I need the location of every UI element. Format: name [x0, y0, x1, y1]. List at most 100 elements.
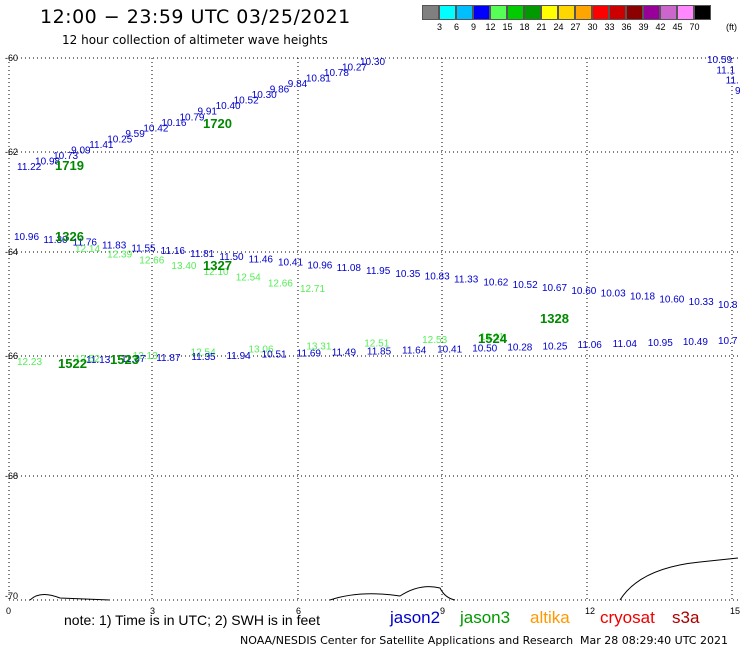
- swh-value: 9.91: [198, 107, 218, 118]
- swh-value: 10.28: [507, 342, 532, 353]
- swh-value: 12.10: [204, 267, 229, 278]
- lat-label: -66: [5, 351, 18, 361]
- swh-value: 10.41: [278, 258, 303, 269]
- swh-value: 10.42: [143, 123, 168, 134]
- lon-label: 0: [6, 606, 11, 616]
- pass-label: 1326: [55, 229, 84, 244]
- color-scale-label: 45: [672, 22, 683, 32]
- credit-text: NOAA/NESDIS Center for Satellite Applica…: [240, 634, 574, 647]
- swh-value: 12.53: [422, 335, 447, 346]
- swh-value: 11.55: [131, 243, 156, 254]
- swh-value: 13.40: [171, 261, 196, 272]
- swh-value: 10.52: [234, 96, 259, 107]
- lat-label: -60: [5, 53, 18, 63]
- color-scale-unit: (ft): [726, 22, 737, 32]
- pass-label: 1524: [478, 331, 508, 346]
- swh-value: 12.54: [236, 273, 261, 284]
- swh-value: 11.69: [297, 349, 322, 360]
- pass-label: 1719: [55, 158, 84, 173]
- swh-value: 10.33: [689, 297, 714, 308]
- swh-value: 10.41: [437, 344, 462, 355]
- color-swatch: [660, 5, 677, 20]
- swh-value: 10.49: [683, 337, 708, 348]
- color-scale-legend: 3 6 9 12 15 18 21 24 27 30 33 36 39 42 45 70 (ft): [422, 5, 737, 32]
- color-scale-label: 42: [655, 22, 666, 32]
- color-swatch: [626, 5, 643, 20]
- swh-value: 11.94: [226, 351, 251, 362]
- lon-label: 15: [730, 606, 740, 616]
- color-swatch: [422, 5, 439, 20]
- color-swatch: [575, 5, 592, 20]
- chart-subtitle: 12 hour collection of altimeter wave hei…: [62, 33, 328, 47]
- swh-value: 12.39: [107, 250, 132, 261]
- swh-value: 11.85: [367, 347, 392, 358]
- color-scale-label: 15: [502, 22, 513, 32]
- color-scale-label: 27: [570, 22, 581, 32]
- swh-value: 10.60: [659, 294, 684, 305]
- color-swatch: [694, 5, 711, 20]
- color-swatch: [507, 5, 524, 20]
- swh-value: 10.59: [707, 55, 732, 66]
- lon-label: 12: [585, 606, 595, 616]
- color-scale-label: 6: [453, 22, 459, 32]
- swh-value: 10.27: [342, 63, 367, 74]
- swh-value: 10.8: [718, 300, 738, 311]
- color-scale-label: 39: [638, 22, 649, 32]
- swh-value: 13.31: [306, 341, 331, 352]
- pass-label: 1720: [203, 116, 232, 131]
- swh-value: 11.41: [89, 140, 114, 151]
- swh-value: 10.73: [53, 151, 78, 162]
- swh-value: 13.06: [249, 345, 274, 356]
- swh-value: 9.84: [288, 79, 308, 90]
- swh-value: 9.09: [71, 145, 91, 156]
- pass-label: 1327: [203, 258, 232, 273]
- swh-value: 12.71: [300, 284, 325, 295]
- swh-value: 10.60: [571, 286, 596, 297]
- swh-value: 11.81: [190, 249, 215, 260]
- coastline: [29, 557, 739, 601]
- pass-label: 1522: [58, 356, 87, 371]
- pass-label: 1328: [540, 311, 569, 326]
- swh-value: 11.1: [716, 65, 735, 76]
- swh-value: 10.25: [542, 341, 567, 352]
- swh-value: 10.81: [306, 74, 331, 85]
- swh-value: 9.86: [270, 85, 290, 96]
- swh-value: 11.13: [86, 355, 111, 366]
- lat-label: -68: [5, 471, 18, 481]
- swh-value: 11.04: [613, 339, 638, 350]
- swh-value: 10.50: [472, 343, 497, 354]
- pass-label: 1523: [110, 352, 139, 367]
- timestamp-text: Mar 28 08:29:40 UTC 2021: [580, 634, 728, 647]
- swh-value: 10.83: [425, 272, 450, 283]
- swh-value: 10.98: [35, 156, 60, 167]
- swh-value: 11.76: [73, 238, 98, 249]
- swh-value: 10.30: [360, 57, 385, 68]
- color-swatch: [609, 5, 626, 20]
- color-scale-label: 36: [621, 22, 632, 32]
- swh-value: 9: [735, 86, 740, 97]
- color-swatch: [592, 5, 609, 20]
- lat-label: -64: [5, 247, 18, 257]
- color-scale-label: 18: [519, 22, 530, 32]
- swh-value: 10.79: [179, 112, 204, 123]
- swh-value: 10.03: [601, 289, 626, 300]
- color-swatch: [643, 5, 660, 20]
- swh-value: 10.25: [107, 134, 132, 145]
- swh-value: 12.51: [364, 338, 389, 349]
- swh-value: 10.95: [648, 338, 673, 349]
- lon-label: 9: [440, 606, 445, 616]
- chart-title: 12:00 − 23:59 UTC 03/25/2021: [40, 6, 351, 28]
- swh-value: 10.67: [542, 283, 567, 294]
- grid: [8, 57, 738, 601]
- color-scale-labels: 3 6 9 12 15 18 21 24 27 30 33 36 39 42 45 70: [431, 22, 711, 32]
- color-swatch: [473, 5, 490, 20]
- swh-value: 10.96: [307, 260, 332, 271]
- swh-value: 11.33: [454, 275, 479, 286]
- lon-label: 6: [296, 606, 301, 616]
- color-swatch: [524, 5, 541, 20]
- satellite-s3a: s3a: [672, 608, 700, 627]
- satellite-jason2: jason2: [390, 608, 441, 627]
- note-text: note: 1) Time is in UTC; 2) SWH is in fe…: [64, 612, 320, 628]
- swh-value: 11.22: [17, 162, 42, 173]
